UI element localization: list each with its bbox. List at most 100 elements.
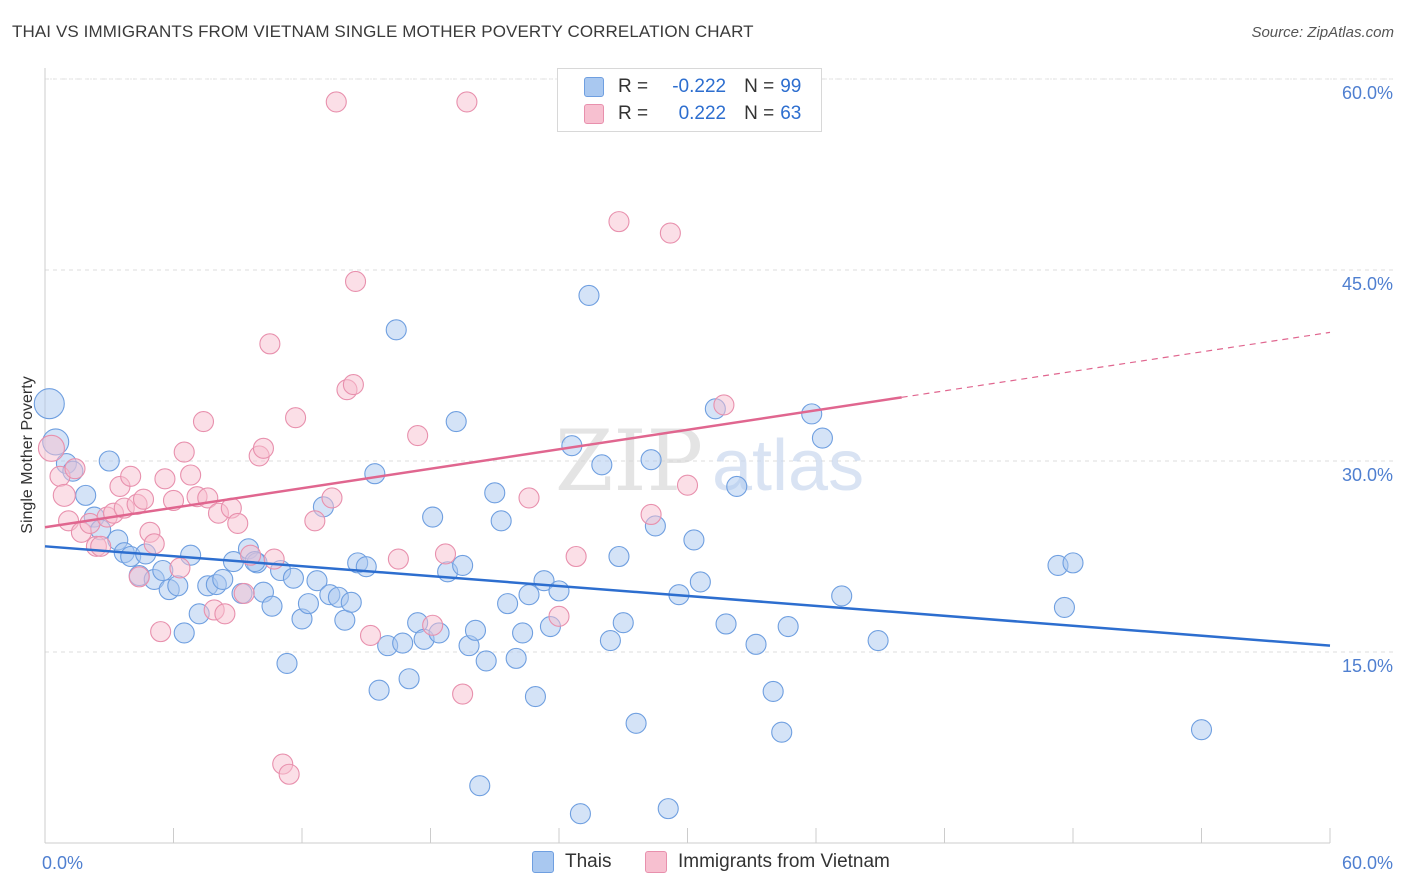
correlation-legend: R = -0.222 N = 99 R = 0.222 N = 63 <box>557 68 822 132</box>
point-thais <box>173 622 195 644</box>
tick-labels: 15.0% 30.0% 45.0% 60.0% 0.0% 60.0% <box>42 83 1393 873</box>
point-thais <box>334 609 356 631</box>
point-thais <box>464 619 487 641</box>
point-vietnam <box>252 437 275 459</box>
point-thais <box>422 506 444 528</box>
point-vietnam <box>180 464 202 486</box>
point-vietnam <box>64 458 86 480</box>
point-vietnam <box>214 603 236 625</box>
point-vietnam <box>120 465 142 487</box>
point-thais <box>801 403 823 425</box>
y-tick-label: 30.0% <box>1342 465 1393 485</box>
point-vietnam <box>143 533 165 555</box>
point-vietnam <box>659 222 681 244</box>
point-vietnam <box>37 434 65 462</box>
point-thais <box>578 284 600 307</box>
watermark: ZIP atlas <box>555 412 864 510</box>
legend-swatch-thais <box>584 77 604 97</box>
legend-label-vietnam: Immigrants from Vietnam <box>678 851 890 872</box>
legend-n-label: N = <box>744 103 775 124</box>
point-thais <box>599 629 621 652</box>
point-thais <box>276 652 298 675</box>
point-thais <box>867 629 889 652</box>
point-vietnam <box>713 394 735 416</box>
point-thais <box>1190 719 1213 741</box>
point-thais <box>762 680 784 703</box>
point-thais <box>75 484 97 506</box>
point-vietnam <box>259 333 281 355</box>
point-vietnam <box>278 763 300 785</box>
point-vietnam <box>285 407 307 429</box>
point-vietnam <box>192 410 215 433</box>
legend-item-thais[interactable]: Thais <box>532 851 611 873</box>
legend-r-label: R = <box>618 103 649 124</box>
point-thais <box>33 388 65 420</box>
point-vietnam <box>154 468 176 490</box>
point-thais <box>1062 552 1084 574</box>
point-vietnam <box>227 512 249 534</box>
point-vietnam <box>344 270 367 293</box>
point-vietnam <box>90 535 112 557</box>
point-vietnam <box>169 557 191 579</box>
y-tick-label: 60.0% <box>1342 83 1393 103</box>
point-thais <box>297 593 319 615</box>
point-thais <box>261 595 283 617</box>
point-vietnam <box>132 488 155 510</box>
point-thais <box>475 650 497 672</box>
legend-swatch-vietnam <box>584 104 604 124</box>
legend-label-thais: Thais <box>565 851 612 872</box>
trend-line-vietnam-extension <box>901 331 1331 398</box>
legend-n-value-vietnam: 63 <box>780 103 802 124</box>
legend-n-value-thais: 99 <box>780 76 802 97</box>
legend-r-value-thais: -0.222 <box>672 76 727 97</box>
point-thais <box>385 319 407 341</box>
x-tick-label-min: 0.0% <box>42 853 83 873</box>
point-vietnam <box>456 91 478 113</box>
point-vietnam <box>263 548 285 570</box>
point-vietnam <box>128 566 150 588</box>
point-thais <box>98 450 120 472</box>
point-thais <box>167 575 189 597</box>
legend-r-value-vietnam: 0.222 <box>678 103 727 124</box>
point-thais <box>524 686 546 708</box>
point-thais <box>364 463 386 485</box>
legend-row-vietnam: R = 0.222 N = 63 <box>584 102 801 126</box>
trend-lines <box>44 331 1331 647</box>
point-vietnam <box>162 489 185 512</box>
legend-swatch-thais <box>532 851 554 873</box>
legend-swatch-vietnam <box>645 851 667 873</box>
point-thais <box>569 803 591 825</box>
point-thais <box>497 593 519 615</box>
chart-title: THAI VS IMMIGRANTS FROM VIETNAM SINGLE M… <box>12 22 754 41</box>
watermark-zip: ZIP <box>555 412 703 510</box>
series-legend: Thais Immigrants from Vietnam <box>0 851 1406 879</box>
chart-source: Source: ZipAtlas.com <box>1251 24 1394 41</box>
point-thais <box>811 427 833 449</box>
point-thais <box>392 632 414 654</box>
point-thais <box>715 613 737 635</box>
point-vietnam <box>518 487 540 509</box>
point-vietnam <box>173 441 195 463</box>
point-thais <box>518 584 540 606</box>
point-thais <box>625 712 647 734</box>
legend-n-label: N = <box>744 76 775 97</box>
point-vietnam <box>608 211 630 233</box>
point-thais <box>355 556 377 578</box>
legend-r-label: R = <box>618 76 649 97</box>
x-tick-label-max: 60.0% <box>1342 853 1393 873</box>
point-thais <box>608 545 630 568</box>
point-vietnam <box>321 487 343 509</box>
point-thais <box>548 580 570 602</box>
point-thais <box>469 775 491 797</box>
point-thais <box>640 449 662 471</box>
point-thais <box>490 510 512 532</box>
point-thais <box>452 554 474 576</box>
point-thais <box>1053 596 1075 618</box>
point-thais <box>657 798 679 820</box>
point-thais <box>445 410 467 433</box>
legend-item-vietnam[interactable]: Immigrants from Vietnam <box>645 851 890 873</box>
point-vietnam <box>548 605 570 627</box>
point-thais <box>771 721 793 743</box>
point-thais <box>306 570 328 592</box>
